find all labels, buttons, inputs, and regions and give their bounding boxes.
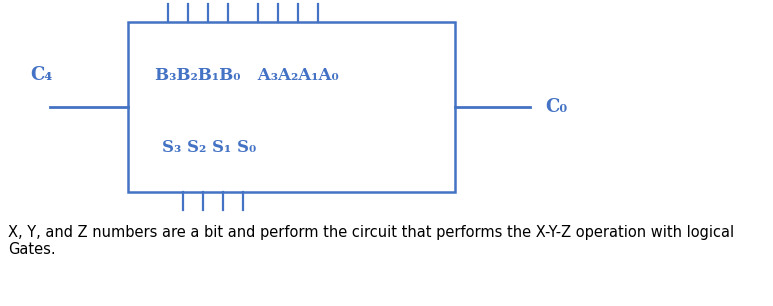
Text: B₃B₂B₁B₀   A₃A₂A₁A₀: B₃B₂B₁B₀ A₃A₂A₁A₀ bbox=[155, 66, 339, 84]
Bar bbox=[128, 22, 455, 192]
Text: C₀: C₀ bbox=[545, 98, 567, 116]
Text: X, Y, and Z numbers are a bit and perform the circuit that performs the X-Y-Z op: X, Y, and Z numbers are a bit and perfor… bbox=[8, 225, 734, 257]
Text: S₃ S₂ S₁ S₀: S₃ S₂ S₁ S₀ bbox=[162, 140, 257, 156]
Text: C₄: C₄ bbox=[30, 66, 53, 84]
